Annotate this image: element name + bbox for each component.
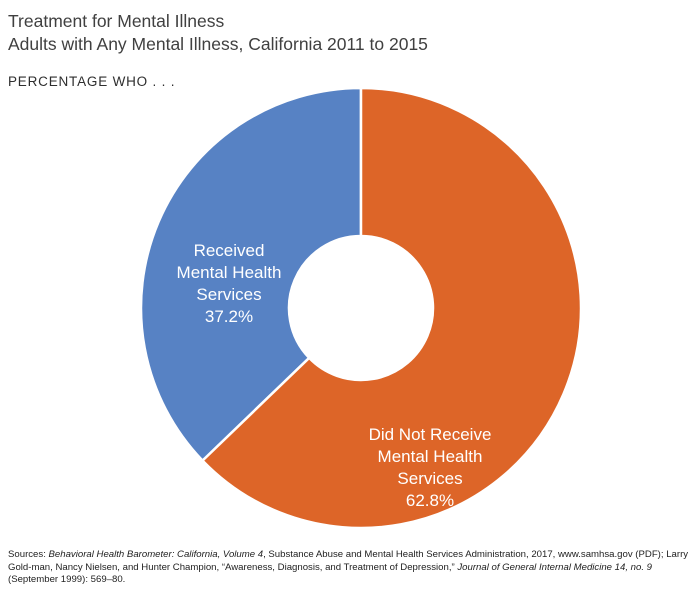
slice-label-line-1-3: Services: [196, 285, 261, 304]
donut-chart: Received Mental Health Services 37.2% Did No…: [139, 86, 583, 530]
slice-value-label-1: 37.2%: [205, 307, 253, 326]
chart-subtitle: Adults with Any Mental Illness, Californ…: [8, 34, 428, 54]
source-title-2: Journal of General Internal Medicine 14,…: [457, 561, 653, 573]
donut-slice-1: [139, 86, 363, 463]
source-title-1: Behavioral Health Barometer: California,…: [48, 549, 264, 560]
slice-label-line-2-1: Did Not Receive: [369, 425, 492, 444]
source-mid: , Substance Abuse and Mental Health Serv…: [8, 549, 689, 573]
donut-slice-2: [200, 86, 583, 530]
chart-kicker: PERCENTAGE WHO . . .: [8, 74, 176, 89]
slice-label-line-1-1: Received: [194, 241, 265, 260]
slice-value-label-2: 62.8%: [406, 491, 454, 510]
source-note: Sources: Behavioral Health Barometer: Ca…: [8, 549, 692, 587]
source-suffix: (September 1999): 569–80.: [8, 574, 126, 585]
slice-label-line-2-2: Mental Health: [378, 447, 483, 466]
source-prefix: Sources:: [8, 549, 49, 560]
slice-label-line-2-3: Services: [397, 469, 462, 488]
chart-title: Treatment for Mental Illness: [8, 11, 225, 31]
slice-label-line-1-2: Mental Health: [177, 263, 282, 282]
